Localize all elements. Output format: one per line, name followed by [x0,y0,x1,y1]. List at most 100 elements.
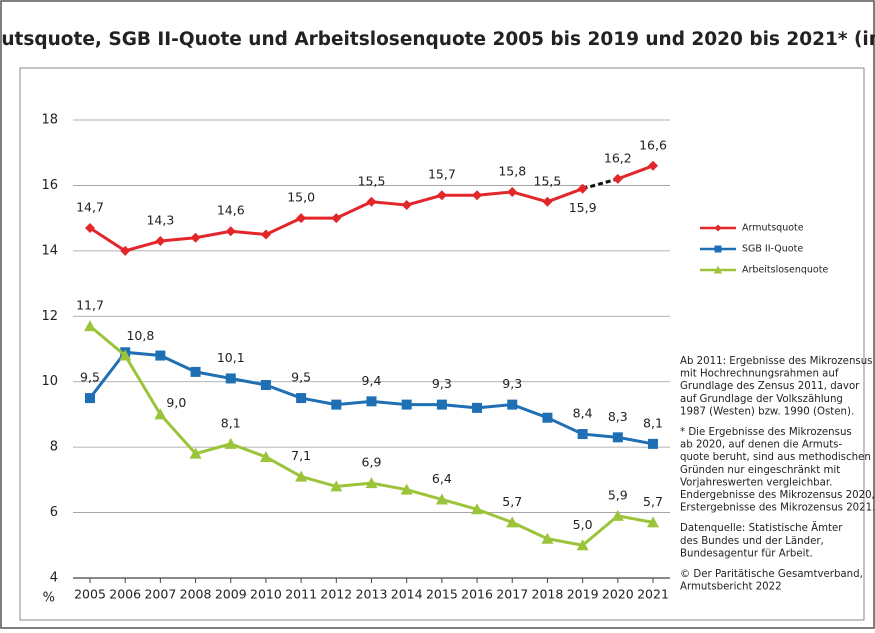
data-point [472,190,483,201]
data-label: 10,8 [126,328,154,343]
x-tick-label: 2015 [426,587,458,602]
note-line: Vorjahreswerten vergleichbar. [680,477,832,488]
data-label: 14,7 [76,199,104,214]
data-point [366,396,377,407]
data-point [366,196,377,207]
legend-marker [714,245,722,253]
data-label: 15,5 [358,173,386,188]
data-point [155,236,166,247]
data-point [119,349,132,361]
x-tick-label: 2018 [532,587,564,602]
x-tick-label: 2021 [637,587,669,602]
data-point [85,222,95,233]
data-label: 9,4 [362,373,382,388]
data-label: 9,3 [502,376,522,391]
data-point [577,183,588,194]
data-label: 5,0 [573,517,593,532]
note-line: quote beruht, sind aus methodischen [680,452,871,463]
data-point [611,509,624,521]
x-tick-label: 2019 [567,587,599,602]
data-point [648,438,658,449]
x-tick-label: 2020 [602,587,634,602]
y-tick-label: 8 [50,440,58,455]
data-point [542,412,553,423]
note-line: Bundesagentur für Arbeit. [680,548,813,559]
x-tick-label: 2007 [144,587,176,602]
data-label: 16,6 [639,137,667,152]
data-label: 5,7 [502,494,522,509]
legend-label: SGB II-Quote [742,244,803,255]
data-point [400,483,413,495]
legend-marker [714,224,722,232]
data-point [541,532,554,544]
data-point [260,379,271,390]
y-unit: % [43,591,55,606]
data-point [330,480,343,492]
x-tick-label: 2010 [250,587,282,602]
data-point [259,450,272,462]
data-label: 15,5 [534,173,562,188]
data-label: 15,9 [569,200,597,215]
data-point [647,516,659,528]
chart-title: Armutsquote, SGB II-Quote und Arbeitslos… [0,29,875,50]
data-point [260,229,271,240]
data-point [155,350,166,361]
data-point [331,399,342,410]
data-label: 9,3 [432,376,452,391]
y-tick-label: 18 [41,113,58,128]
data-label: 6,4 [432,471,452,486]
data-point [189,447,202,459]
note-line: Ab 2011: Ergebnisse des Mikrozensus [680,356,872,367]
data-point [331,213,342,224]
y-tick-label: 10 [41,374,58,389]
data-point [225,373,236,384]
data-point [401,399,412,410]
data-point [154,408,167,420]
y-tick-label: 16 [41,178,58,193]
data-point [190,232,201,243]
data-label: 11,7 [76,298,104,313]
note-line: Endergebnisse des Mikrozensus 2020, [680,490,875,501]
data-label: 15,0 [287,190,315,205]
data-point [577,429,588,440]
data-point [225,226,236,237]
data-point [436,399,447,410]
legend-label: Arbeitslosenquote [742,265,828,276]
data-point [506,516,519,528]
note-line: 1987 (Westen) bzw. 1990 (Osten). [680,406,854,417]
data-label: 5,9 [608,487,628,502]
data-point [471,503,484,515]
data-point [224,437,237,449]
note-line: © Der Paritätische Gesamtverband, [680,569,863,580]
data-point [296,213,307,224]
data-label: 9,5 [291,370,311,385]
data-point [542,196,553,207]
data-point [190,366,201,377]
data-point [436,190,447,201]
data-label: 15,7 [428,167,456,182]
data-label: 14,6 [217,203,245,218]
data-point [84,320,96,332]
data-label: 8,1 [643,415,663,430]
data-point [435,493,448,505]
data-label: 8,1 [221,415,241,430]
note-line: * Die Ergebnisse des Mikrozensus [680,427,852,438]
data-label: 14,3 [146,213,174,228]
x-tick-label: 2005 [74,587,106,602]
data-point [612,173,623,184]
data-point [85,393,95,404]
y-tick-label: 6 [50,505,58,520]
data-label: 6,9 [362,455,382,470]
data-label: 10,1 [217,350,245,365]
note-line: Datenquelle: Statistische Ämter [680,521,843,534]
data-point [507,399,518,410]
note-line: Gründen nur eingeschränkt mit [680,465,840,476]
data-point [401,200,412,211]
legend-label: Armutsquote [742,223,804,234]
chart-box [19,67,865,621]
dashed-segment [582,177,619,191]
y-tick-label: 4 [50,571,58,586]
x-tick-label: 2017 [496,587,528,602]
data-label: 15,8 [498,163,526,178]
